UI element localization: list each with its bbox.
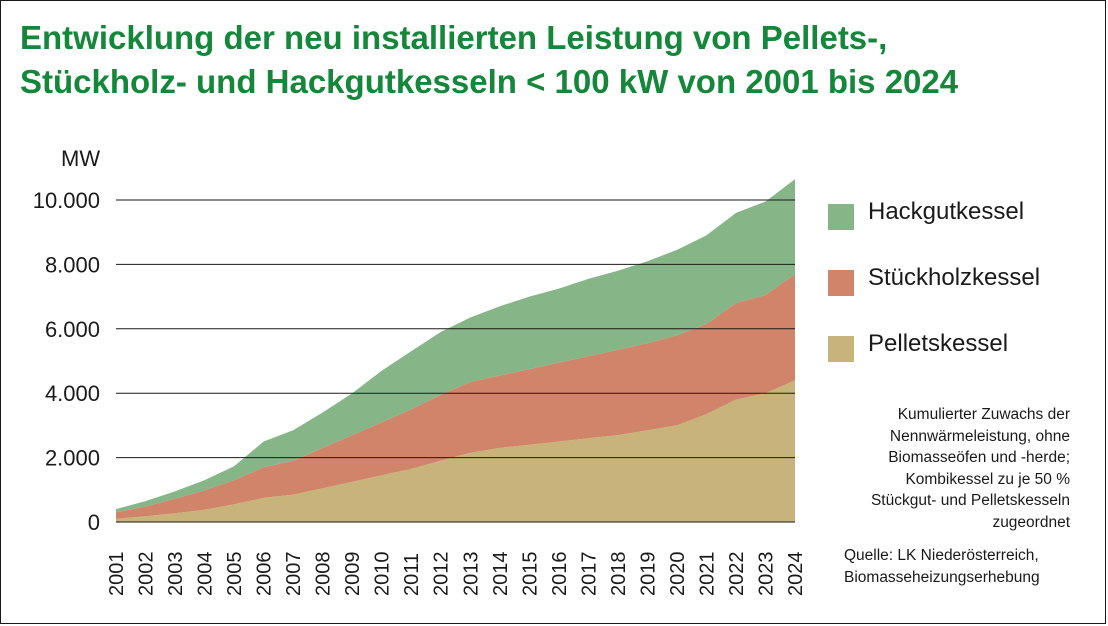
legend-swatch: [828, 204, 854, 230]
x-tick-label: 2024: [785, 552, 807, 597]
x-tick-label: 2018: [608, 552, 630, 597]
x-tick-label: 2023: [755, 552, 777, 597]
x-tick-label: 2019: [637, 552, 659, 597]
legend-label: Hackgutkessel: [868, 198, 1025, 225]
x-tick-label: 2013: [460, 552, 482, 597]
x-tick-label: 2006: [254, 552, 276, 597]
x-tick-label: 2021: [696, 552, 718, 597]
x-tick-label: 2001: [106, 552, 128, 597]
note-line: Biomasseöfen und -herde;: [888, 449, 1070, 467]
y-tick-label: 2.000: [45, 446, 100, 471]
legend-swatch: [828, 270, 854, 296]
x-tick-label: 2016: [549, 552, 571, 597]
y-tick-label: 4.000: [45, 381, 100, 406]
legend-label: Pelletskessel: [868, 330, 1009, 357]
series-area-pellets: [116, 380, 795, 522]
x-tick-label: 2014: [490, 552, 512, 597]
note-line: Stückgut- und Pelletskesseln: [870, 492, 1070, 510]
x-tick-label: 2003: [165, 552, 187, 597]
source-line: Biomasseheizungserhebung: [844, 568, 1040, 586]
x-tick-label: 2002: [136, 552, 158, 597]
x-tick-label: 2012: [431, 552, 453, 597]
series-area-hackgut: [116, 179, 795, 513]
x-tick-label: 2010: [372, 552, 394, 597]
chart-note: Kumulierter Zuwachs der Nennwärmeleistung…: [790, 404, 1070, 534]
legend-swatch: [828, 336, 854, 362]
note-line: Kumulierter Zuwachs der: [897, 406, 1070, 423]
note-line: Nennwärmeleistung, ohne: [889, 427, 1070, 445]
y-axis-label: MW: [61, 146, 100, 171]
x-tick-label: 2022: [726, 552, 748, 597]
x-tick-label: 2005: [224, 552, 246, 597]
chart-title: Entwicklung der neu installierten Leistu…: [20, 16, 1080, 104]
y-tick-label: 6.000: [45, 317, 100, 342]
x-tick-label: 2015: [519, 552, 541, 597]
note-line: Kombikessel zu je 50 %: [905, 470, 1070, 488]
x-tick-label: 2011: [401, 553, 423, 596]
note-line: zugeordnet: [992, 513, 1070, 531]
y-tick-label: 8.000: [45, 252, 100, 277]
source-line: Quelle: LK Niederösterreich,: [844, 547, 1039, 564]
x-tick-label: 2008: [313, 552, 335, 597]
chart-title-line-1: Entwicklung der neu installierten Leistu…: [20, 19, 888, 56]
x-tick-label: 2017: [578, 552, 600, 597]
x-tick-label: 2007: [283, 552, 305, 597]
legend-label: Stückholzkessel: [868, 264, 1041, 291]
series-area-stueckholz: [116, 274, 795, 519]
y-tick-label: 0: [88, 510, 100, 535]
y-tick-label: 10.000: [33, 188, 100, 213]
x-tick-label: 2020: [667, 552, 689, 597]
chart-title-line-2: Stückholz- und Hackgutkesseln < 100 kW v…: [20, 63, 959, 100]
x-tick-label: 2004: [195, 552, 217, 597]
source-note: Quelle: LK Niederösterreich, Biomasseheiz…: [844, 545, 1084, 588]
x-tick-label: 2009: [342, 552, 364, 597]
